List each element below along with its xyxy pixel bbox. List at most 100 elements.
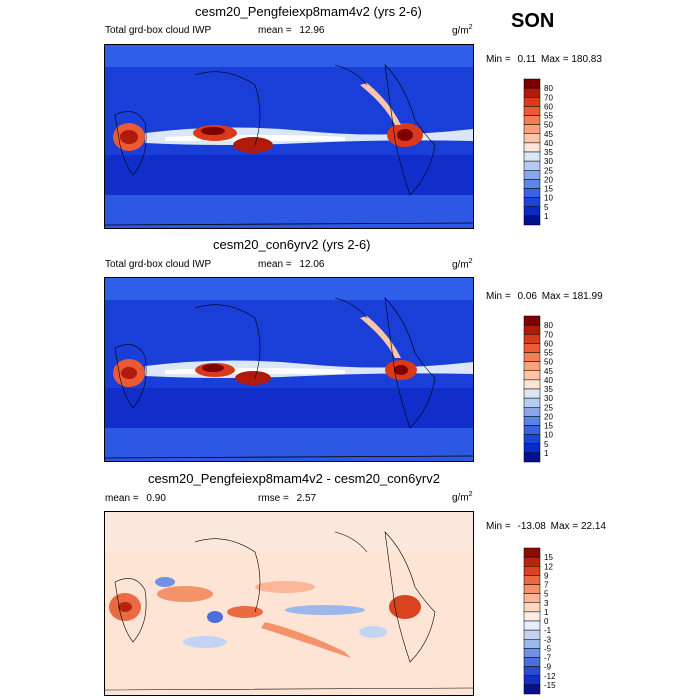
colorbar-tick-label: 30 xyxy=(544,394,553,403)
colorbar-tick-label: 50 xyxy=(544,358,553,367)
panel3-mean: mean = 0.90 xyxy=(105,494,166,504)
colorbar-swatch xyxy=(523,315,541,326)
colorbar-swatch xyxy=(523,675,541,686)
colorbar-tick-label: 10 xyxy=(544,194,553,203)
colorbar-swatch xyxy=(523,397,541,408)
colorbar-tick-label: -3 xyxy=(544,635,552,644)
colorbar-tick-label: 45 xyxy=(544,130,553,139)
colorbar-tick-label: 60 xyxy=(544,102,553,111)
colorbar-tick-label: 20 xyxy=(544,175,553,184)
colorbar-swatch xyxy=(523,343,541,353)
colorbar-tick-label: 1 xyxy=(544,212,549,221)
colorbar-tick-label: 5 xyxy=(544,203,549,212)
colorbar-swatch xyxy=(523,206,541,217)
colorbar-tick-label: 1 xyxy=(544,449,549,458)
colorbar-swatch xyxy=(523,324,541,335)
colorbar-tick-label: 35 xyxy=(544,148,553,157)
colorbar-swatch xyxy=(523,434,541,444)
colorbar-swatch xyxy=(523,87,541,98)
panel1-minmax: Min = 0.11 Max = 180.83 xyxy=(486,54,602,65)
panel1-variable: Total grd-box cloud IWP xyxy=(105,25,212,36)
panel1-field xyxy=(105,45,473,228)
colorbar-tick-label: 55 xyxy=(544,112,553,121)
colorbar-swatch xyxy=(523,547,541,558)
colorbar-tick-label: 70 xyxy=(544,330,553,339)
colorbar-swatch xyxy=(523,407,541,417)
panel3-field xyxy=(105,512,473,695)
panel3-rmse-value: 2.57 xyxy=(296,493,317,504)
panel1-mean: mean = 12.96 xyxy=(258,26,324,36)
colorbar-swatch xyxy=(523,142,541,153)
colorbar-tick-label: -5 xyxy=(544,644,552,653)
colorbar-swatch xyxy=(523,370,541,381)
panel3-minmax: Min = -13.08 Max = 22.14 xyxy=(486,521,606,532)
colorbar-swatch xyxy=(523,215,541,226)
colorbar-swatch xyxy=(523,666,541,676)
colorbar-tick-label: 7 xyxy=(544,581,549,590)
panel2-mean-label: mean = xyxy=(258,259,292,270)
colorbar-tick-label: 15 xyxy=(544,553,553,562)
colorbar-tick-label: 9 xyxy=(544,571,549,580)
colorbar-tick-label: 45 xyxy=(544,367,553,376)
panel1-mean-value: 12.96 xyxy=(299,25,325,36)
panel2-unit: g/m2 xyxy=(452,258,473,271)
panel3-rmse-label: rmse = xyxy=(258,493,289,504)
colorbar-tick-label: 40 xyxy=(544,376,553,385)
colorbar-swatch xyxy=(523,556,541,567)
colorbar-swatch xyxy=(523,639,541,649)
panel3-map xyxy=(104,511,474,696)
colorbar-swatch xyxy=(523,124,541,134)
colorbar-tick-label: 80 xyxy=(544,84,553,93)
colorbar-tick-label: -12 xyxy=(544,672,556,681)
colorbar-tick-label: 40 xyxy=(544,139,553,148)
colorbar-swatch xyxy=(523,197,541,207)
colorbar-tick-label: 3 xyxy=(544,599,549,608)
colorbar-swatch xyxy=(523,443,541,454)
colorbar-tick-label: -7 xyxy=(544,654,552,663)
colorbar-swatch xyxy=(523,611,541,622)
colorbar-tick-label: 5 xyxy=(544,590,549,599)
colorbar-swatch xyxy=(523,416,541,426)
colorbar-tick-label: -1 xyxy=(544,626,552,635)
colorbar-tick-label: 30 xyxy=(544,157,553,166)
panel2-minmax: Min = 0.06 Max = 181.99 xyxy=(486,291,603,302)
colorbar-swatch xyxy=(523,379,541,390)
colorbar-tick-label: 20 xyxy=(544,412,553,421)
colorbar-tick-label: -9 xyxy=(544,663,552,672)
colorbar-swatch xyxy=(523,584,541,594)
colorbar-tick-label: -15 xyxy=(544,681,556,690)
panel2-title: cesm20_con6yrv2 (yrs 2-6) xyxy=(213,237,371,252)
panel2-mean-value: 12.06 xyxy=(299,259,325,270)
colorbar-tick-label: 25 xyxy=(544,403,553,412)
panel1-title: cesm20_Pengfeiexp8mam4v2 (yrs 2-6) xyxy=(195,4,422,19)
colorbar-tick-label: 60 xyxy=(544,339,553,348)
colorbar-swatch xyxy=(523,593,541,603)
colorbar-tick-label: 15 xyxy=(544,422,553,431)
panel3-unit: g/m2 xyxy=(452,491,473,504)
colorbar-swatch xyxy=(523,629,541,640)
colorbar-tick-label: 15 xyxy=(544,185,553,194)
colorbar-swatch xyxy=(523,388,541,399)
panel1-unit: g/m2 xyxy=(452,24,473,37)
colorbar-swatch xyxy=(523,452,541,463)
colorbar-swatch xyxy=(523,133,541,144)
panel1-mean-label: mean = xyxy=(258,25,292,36)
colorbar-swatch xyxy=(523,684,541,695)
colorbar-swatch xyxy=(523,334,541,344)
panel3-rmse: rmse = 2.57 xyxy=(258,494,316,504)
panel2-mean: mean = 12.06 xyxy=(258,260,324,270)
colorbar-swatch xyxy=(523,188,541,198)
colorbar-swatch xyxy=(523,425,541,435)
colorbar-tick-label: 12 xyxy=(544,562,553,571)
colorbar-swatch xyxy=(523,106,541,116)
colorbar-tick-label: 5 xyxy=(544,440,549,449)
colorbar-swatch xyxy=(523,657,541,667)
panel3-mean-label: mean = xyxy=(105,493,139,504)
season-label: SON xyxy=(511,10,555,32)
colorbar-swatch xyxy=(523,648,541,658)
colorbar-swatch xyxy=(523,170,541,180)
colorbar-swatch xyxy=(523,566,541,576)
